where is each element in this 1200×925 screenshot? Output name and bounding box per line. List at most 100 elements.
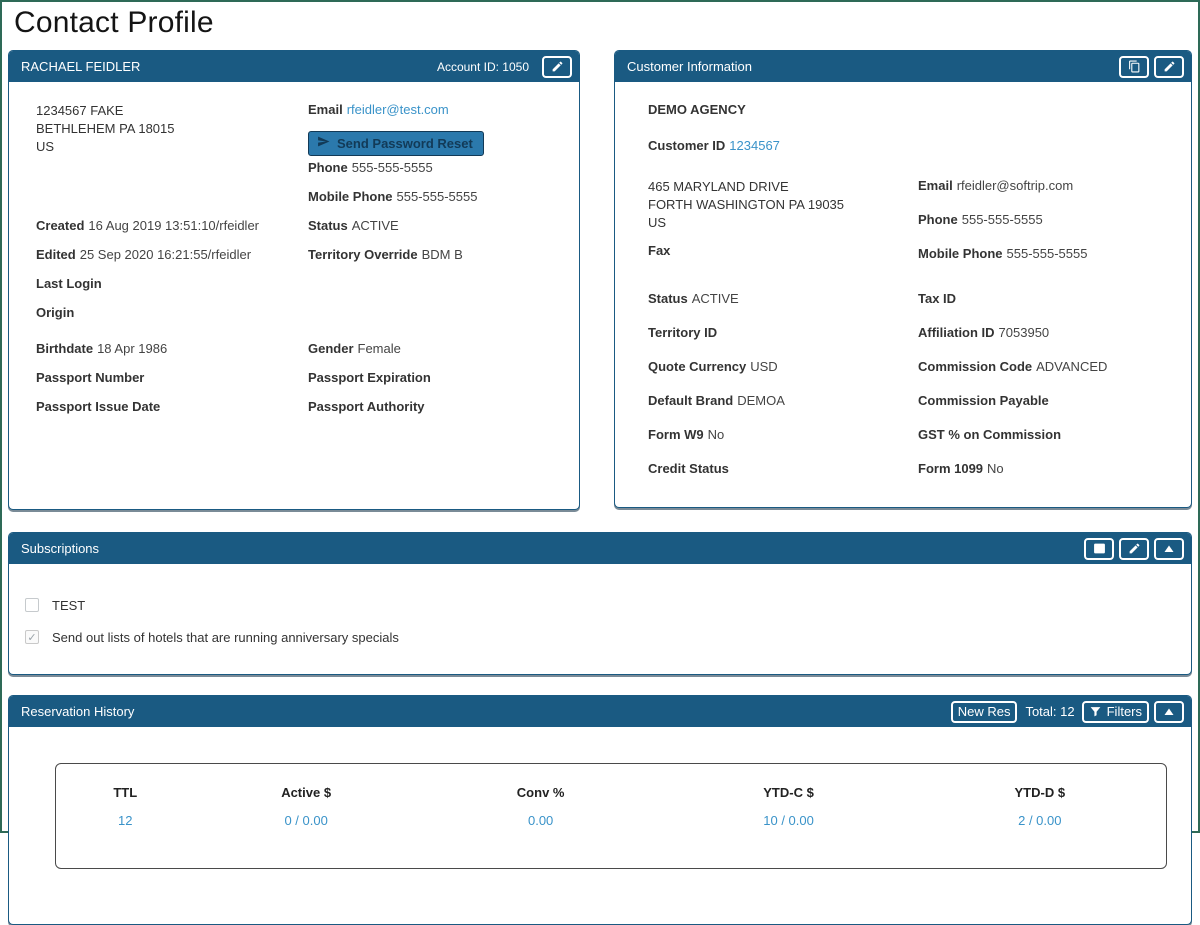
customer-address: 465 MARYLAND DRIVE FORTH WASHINGTON PA 1… <box>648 178 918 232</box>
field-last-login: Last Login <box>36 276 102 291</box>
contact-card-header: RACHAEL FEIDLER Account ID: 1050 <box>9 51 579 82</box>
field-birthdate: Birthdate 18 Apr 1986 <box>36 341 168 356</box>
field-status: Status ACTIVE <box>648 291 739 306</box>
address-line: BETHLEHEM PA 18015 <box>36 121 175 136</box>
spacer <box>36 156 308 218</box>
send-password-reset-button[interactable]: Send Password Reset <box>308 131 484 156</box>
subscription-label: TEST <box>52 597 86 613</box>
field-phone: Phone 555-555-5555 <box>918 212 1043 227</box>
field-form-1099: Form 1099 No <box>918 461 1004 476</box>
field-gst-commission: GST % on Commission <box>918 427 1062 442</box>
stat-header-ytd-d: YTD-D $ <box>1014 785 1066 800</box>
field-email: Email rfeidler@test.com <box>308 102 449 117</box>
contact-name: RACHAEL FEIDLER <box>21 59 141 74</box>
contact-left-column: 1234567 FAKE BETHLEHEM PA 18015 US Creat… <box>36 102 308 428</box>
list-icon <box>1093 542 1106 555</box>
field-default-brand: Default Brand DEMOA <box>648 393 785 408</box>
pencil-icon <box>1128 542 1141 555</box>
field-territory-id: Territory ID <box>648 325 718 340</box>
field-commission-code: Commission Code ADVANCED <box>918 359 1108 374</box>
edit-customer-button[interactable] <box>1154 55 1184 78</box>
contact-right-column: Email rfeidler@test.com Send Password Res… <box>308 102 561 428</box>
subscriptions-header: Subscriptions <box>9 533 1191 564</box>
reservation-history-panel: Reservation History New Res Total: 12 Fi… <box>8 695 1192 925</box>
reservation-stats-box: TTL Active $ Conv % YTD-C $ YTD-D $ 12 0… <box>55 763 1167 869</box>
filters-button[interactable]: Filters <box>1081 700 1149 723</box>
stat-value-ytd-c[interactable]: 10 / 0.00 <box>763 813 814 828</box>
subscription-label: Send out lists of hotels that are runnin… <box>52 629 399 645</box>
edit-contact-button[interactable] <box>542 55 572 78</box>
address-line: 1234567 FAKE <box>36 103 124 118</box>
reservation-stats-headers: TTL Active $ Conv % YTD-C $ YTD-D $ <box>56 785 1166 800</box>
address-line: 465 MARYLAND DRIVE <box>648 179 789 194</box>
customer-information-card: Customer Information DEMO AGENCY Custome… <box>614 50 1192 508</box>
field-phone: Phone 555-555-5555 <box>308 160 433 175</box>
agency-name: DEMO AGENCY <box>648 102 746 117</box>
field-email: Email rfeidler@softrip.com <box>918 178 1074 193</box>
top-cards-row: RACHAEL FEIDLER Account ID: 1050 1234567… <box>8 50 1192 510</box>
subscriptions-list-button[interactable] <box>1084 537 1114 560</box>
reservation-history-body: TTL Active $ Conv % YTD-C $ YTD-D $ 12 0… <box>9 727 1191 869</box>
field-credit-status: Credit Status <box>648 461 729 476</box>
field-territory-override: Territory Override BDM B <box>308 247 463 262</box>
field-passport-issue-date: Passport Issue Date <box>36 399 161 414</box>
customer-address-fax: 465 MARYLAND DRIVE FORTH WASHINGTON PA 1… <box>648 178 918 291</box>
subscriptions-title: Subscriptions <box>21 541 100 556</box>
customer-card-header: Customer Information <box>615 51 1191 82</box>
field-created: Created 16 Aug 2019 13:51:10/rfeidler <box>36 218 260 233</box>
caret-up-icon <box>1164 544 1174 554</box>
copy-customer-button[interactable] <box>1119 55 1149 78</box>
password-reset-row: Send Password Reset <box>308 131 561 160</box>
contact-card: RACHAEL FEIDLER Account ID: 1050 1234567… <box>8 50 580 510</box>
field-origin: Origin <box>36 305 75 320</box>
subscriptions-edit-button[interactable] <box>1119 537 1149 560</box>
subscriptions-panel: Subscriptions TEST ✓ Send out lists of h… <box>8 532 1192 675</box>
field-affiliation-id: Affiliation ID 7053950 <box>918 325 1050 340</box>
spacer <box>648 232 918 243</box>
new-res-button[interactable]: New Res <box>950 700 1018 723</box>
field-mobile-phone: Mobile Phone 555-555-5555 <box>308 189 478 204</box>
copy-document-icon <box>1128 60 1141 73</box>
pencil-icon <box>551 60 564 73</box>
stat-value-conv[interactable]: 0.00 <box>527 813 554 828</box>
spacer <box>308 276 561 341</box>
subscriptions-collapse-button[interactable] <box>1154 537 1184 560</box>
field-edited: Edited 25 Sep 2020 16:21:55/rfeidler <box>36 247 252 262</box>
reservation-history-title: Reservation History <box>21 704 135 719</box>
stat-header-ytd-c: YTD-C $ <box>763 785 814 800</box>
customer-id-link[interactable]: 1234567 <box>729 138 780 153</box>
subscription-item: ✓ Send out lists of hotels that are runn… <box>25 621 1177 653</box>
checkbox-anniversary-specials[interactable]: ✓ <box>25 630 39 644</box>
address-line: US <box>648 215 667 230</box>
stat-value-active[interactable]: 0 / 0.00 <box>284 813 328 828</box>
subscriptions-body: TEST ✓ Send out lists of hotels that are… <box>9 564 1191 653</box>
reservation-collapse-button[interactable] <box>1154 700 1184 723</box>
funnel-icon <box>1089 705 1102 718</box>
stat-header-active: Active $ <box>281 785 332 800</box>
stat-header-ttl: TTL <box>113 785 138 800</box>
checkbox-test[interactable] <box>25 598 39 612</box>
total-count: Total: 12 <box>1025 704 1075 719</box>
stat-value-ttl[interactable]: 12 <box>118 813 133 828</box>
pencil-icon <box>1163 60 1176 73</box>
field-tax-id: Tax ID <box>918 291 957 306</box>
field-form-w9: Form W9 No <box>648 427 725 442</box>
spacer <box>36 334 308 341</box>
stat-value-ytd-d[interactable]: 2 / 0.00 <box>1018 813 1062 828</box>
address-line: FORTH WASHINGTON PA 19035 <box>648 197 845 212</box>
customer-card-body: DEMO AGENCY Customer ID 1234567 465 MARYL… <box>615 82 1191 495</box>
field-gender: Gender Female <box>308 341 401 356</box>
paper-plane-icon <box>317 135 330 151</box>
field-passport-number: Passport Number <box>36 370 145 385</box>
field-quote-currency: Quote Currency USD <box>648 359 778 374</box>
page-title: Contact Profile <box>14 6 214 39</box>
field-fax: Fax <box>648 243 671 258</box>
field-commission-payable: Commission Payable <box>918 393 1049 408</box>
address-line: US <box>36 139 55 154</box>
field-mobile-phone: Mobile Phone 555-555-5555 <box>918 246 1088 261</box>
email-link[interactable]: rfeidler@test.com <box>346 102 449 117</box>
stat-header-conv: Conv % <box>516 785 565 800</box>
field-customer-id: Customer ID 1234567 <box>648 138 780 153</box>
contact-address: 1234567 FAKE BETHLEHEM PA 18015 US <box>36 102 308 156</box>
